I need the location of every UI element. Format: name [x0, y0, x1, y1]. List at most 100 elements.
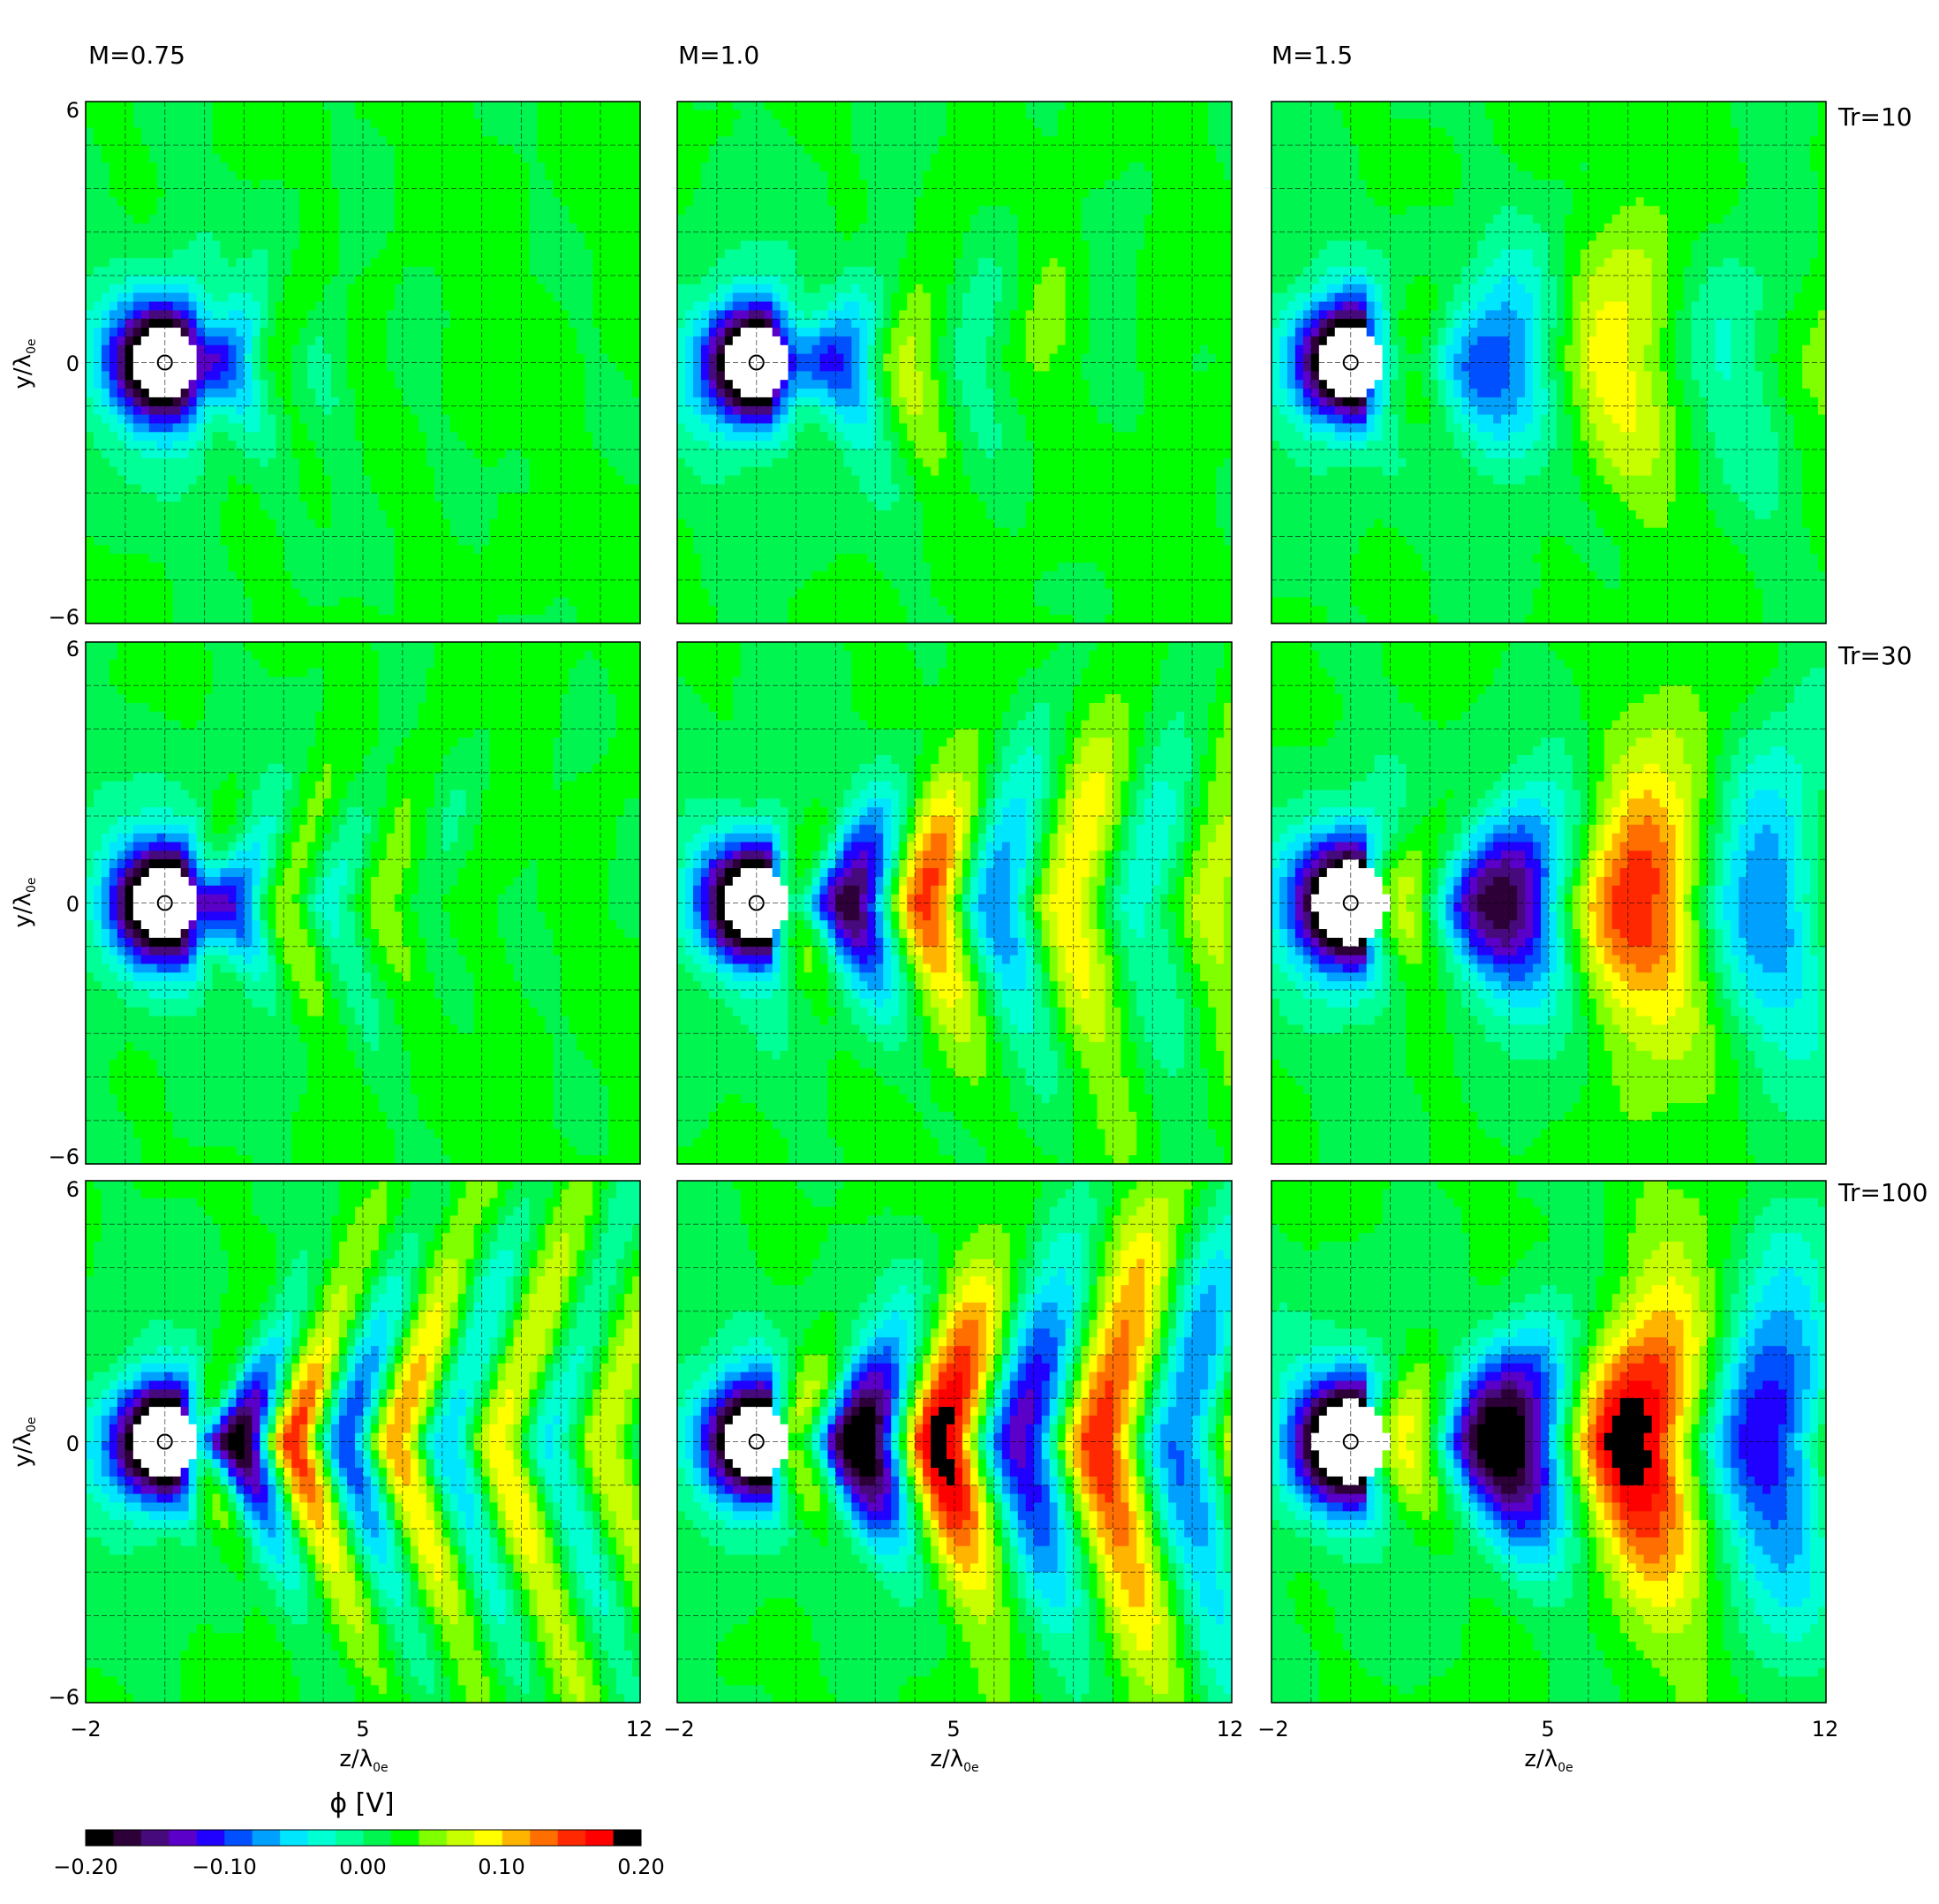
contour-cell [521, 441, 530, 450]
contour-cell [529, 362, 538, 372]
contour-cell [204, 118, 214, 129]
contour-cell [236, 588, 245, 599]
contour-cell [1184, 110, 1193, 120]
contour-cell [140, 362, 150, 372]
contour-cell [101, 527, 110, 538]
contour-cell [569, 362, 577, 372]
contour-cell [891, 118, 900, 129]
contour-cell [740, 110, 750, 120]
contour-cell [624, 188, 633, 198]
contour-cell [188, 450, 198, 459]
contour-cell [561, 206, 570, 215]
contour-cell [954, 154, 963, 163]
contour-cell [608, 283, 617, 294]
contour-cell [724, 127, 734, 137]
contour-cell [347, 493, 356, 502]
contour-cell [93, 179, 102, 190]
contour-cell [1152, 145, 1161, 155]
contour-cell [386, 389, 396, 398]
contour-cell [228, 606, 238, 616]
contour-cell [180, 206, 190, 215]
contour-cell [529, 597, 538, 607]
contour-cell [228, 414, 238, 425]
contour-cell [434, 145, 443, 155]
contour-cell [569, 188, 577, 198]
contour-cell [204, 414, 214, 425]
contour-cell [481, 527, 491, 538]
contour-cell [692, 102, 702, 111]
contour-cell [1128, 118, 1137, 129]
contour-cell [585, 170, 593, 181]
contour-cell [1001, 110, 1011, 120]
contour-cell [86, 545, 94, 555]
contour-cell [993, 145, 1003, 155]
contour-cell [315, 283, 324, 294]
contour-cell [331, 536, 340, 546]
contour-cell [764, 136, 773, 146]
contour-cell [418, 414, 427, 425]
contour-cell [291, 545, 300, 555]
contour-cell [505, 283, 515, 294]
contour-cell [117, 276, 126, 285]
contour-cell [1097, 127, 1106, 137]
contour-cell [529, 441, 538, 450]
contour-cell [307, 423, 316, 433]
contour-cell [529, 118, 538, 129]
contour-cell [370, 554, 380, 563]
contour-cell [1168, 154, 1177, 163]
contour-cell [465, 276, 475, 285]
contour-cell [600, 102, 609, 111]
contour-cell [204, 127, 214, 137]
contour-cell [592, 502, 601, 511]
contour-cell [331, 353, 340, 364]
contour-cell [93, 371, 102, 381]
contour-cell [140, 102, 150, 111]
contour-cell [347, 283, 356, 294]
contour-cell [561, 371, 570, 381]
contour-cell [505, 110, 515, 120]
contour-cell [164, 110, 174, 120]
contour-cell [434, 466, 443, 477]
contour-cell [117, 570, 126, 581]
contour-cell [977, 154, 987, 163]
contour-cell [577, 588, 585, 599]
contour-cell [323, 397, 332, 407]
contour-cell [1120, 170, 1129, 181]
contour-cell [124, 554, 134, 563]
contour-cell [521, 267, 530, 276]
contour-cell [592, 466, 601, 477]
contour-cell [228, 570, 238, 581]
contour-cell [93, 475, 102, 485]
contour-cell [275, 380, 284, 389]
contour-cell [434, 215, 443, 224]
contour-cell [608, 179, 617, 190]
contour-cell [93, 162, 102, 172]
contour-cell [608, 145, 617, 155]
contour-cell [323, 102, 332, 111]
contour-cell [497, 328, 507, 337]
contour-cell [553, 110, 562, 120]
contour-cell [843, 154, 852, 163]
contour-cell [86, 118, 94, 129]
contour-cell [497, 536, 507, 546]
contour-cell [331, 588, 340, 599]
contour-cell [275, 615, 284, 624]
contour-cell [252, 102, 260, 111]
contour-cell [188, 371, 198, 381]
contour-cell [236, 344, 245, 355]
contour-cell [299, 493, 308, 502]
contour-cell [268, 110, 276, 120]
contour-cell [252, 336, 260, 346]
contour-cell [497, 136, 507, 146]
contour-cell [505, 188, 515, 198]
contour-cell [180, 145, 190, 155]
contour-cell [632, 179, 641, 190]
contour-cell [101, 170, 110, 181]
contour-cell [323, 527, 332, 538]
contour-cell [283, 170, 292, 181]
contour-cell [521, 328, 530, 337]
contour-cell [473, 102, 483, 111]
contour-cell [1001, 179, 1011, 190]
contour-cell [93, 249, 102, 259]
contour-cell [561, 154, 570, 163]
